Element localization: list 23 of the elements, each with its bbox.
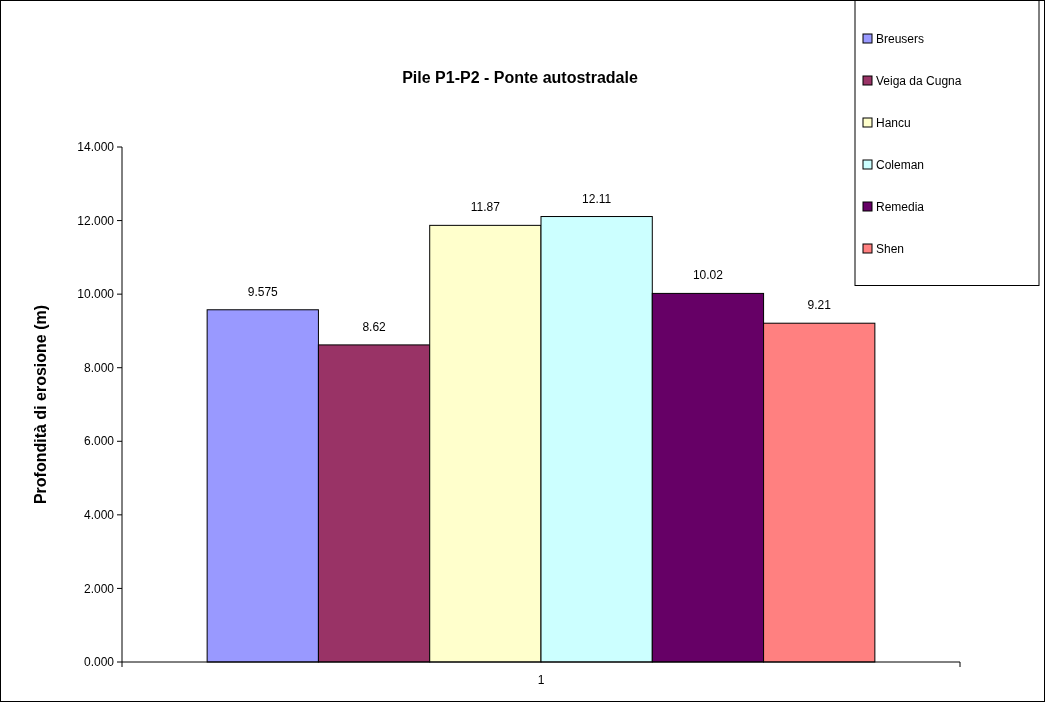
y-tick-label: 12.000 <box>77 213 115 228</box>
y-tick-label: 0.000 <box>83 655 115 670</box>
data-label: 12.11 <box>582 191 612 206</box>
data-label: 11.87 <box>470 200 501 215</box>
data-label: 10.02 <box>692 268 724 283</box>
y-tick-label: 8.000 <box>83 360 115 375</box>
y-axis-title: Profondità di erosione (m) <box>32 304 49 505</box>
y-tick-label: 14.000 <box>77 140 115 155</box>
y-tick-label: 4.000 <box>83 508 115 523</box>
chart-title: Pile P1-P2 - Ponte autostradale <box>402 69 638 86</box>
legend-label: Remedia <box>876 200 925 215</box>
legend-label: Shen <box>876 242 905 257</box>
legend-label: Veiga da Cugna <box>876 74 962 89</box>
y-tick-label: 10.000 <box>77 287 115 302</box>
legend-label: Hancu <box>876 116 911 131</box>
y-tick-label: 2.000 <box>83 581 115 596</box>
data-label: 9.21 <box>807 298 832 313</box>
legend-label: Coleman <box>876 158 925 173</box>
y-tick-label: 6.000 <box>83 434 115 449</box>
legend-label: Breusers <box>876 32 925 47</box>
data-label: 9.575 <box>247 284 279 299</box>
x-tick-label: 1 <box>537 673 545 687</box>
data-label: 8.62 <box>362 319 387 334</box>
